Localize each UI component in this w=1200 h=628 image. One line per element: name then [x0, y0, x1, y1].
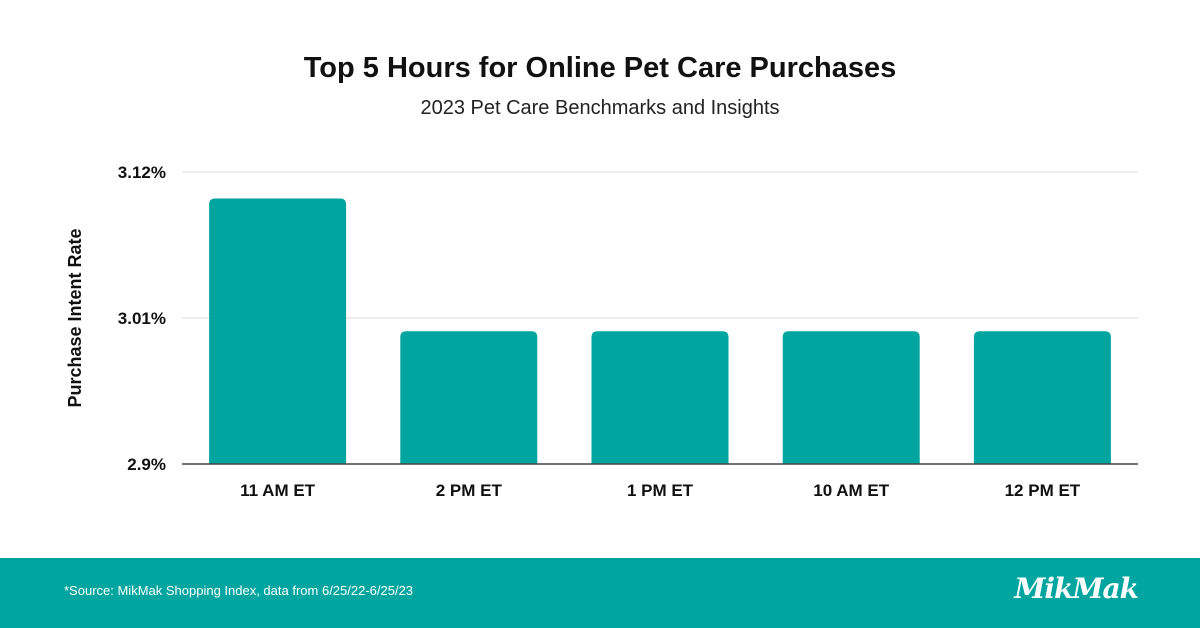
y-tick-label: 3.01%	[118, 309, 166, 328]
chart-subtitle: 2023 Pet Care Benchmarks and Insights	[420, 97, 780, 119]
x-tick-label: 10 AM ET	[813, 481, 890, 500]
y-tick-label: 3.12%	[118, 163, 166, 182]
chart-title: Top 5 Hours for Online Pet Care Purchase…	[303, 52, 897, 84]
y-axis-label: Purchase Intent Rate	[65, 228, 85, 407]
x-tick-label: 1 PM ET	[627, 481, 694, 500]
x-tick-label: 12 PM ET	[1005, 481, 1081, 500]
bar	[973, 331, 1111, 464]
y-tick-labels: 2.9% 3.01% 3.12%	[118, 163, 166, 474]
bar	[782, 331, 920, 464]
bar-chart: 2.9% 3.01% 3.12% 11 AM ET 2 PM ET 1 PM ET 10 …	[65, 163, 1138, 500]
mikmak-logo: MikMak	[1014, 572, 1139, 605]
bars	[209, 198, 1111, 464]
source-note: *Source: MikMak Shopping Index, data fro…	[64, 583, 414, 598]
x-tick-labels: 11 AM ET 2 PM ET 1 PM ET 10 AM ET 12 PM ET	[240, 481, 1081, 500]
x-tick-label: 2 PM ET	[436, 481, 503, 500]
bar	[400, 331, 538, 464]
bar	[209, 198, 347, 464]
footer-bar: *Source: MikMak Shopping Index, data fro…	[0, 558, 1200, 628]
y-tick-label: 2.9%	[127, 455, 166, 474]
bar	[591, 331, 729, 464]
x-tick-label: 11 AM ET	[240, 481, 316, 500]
